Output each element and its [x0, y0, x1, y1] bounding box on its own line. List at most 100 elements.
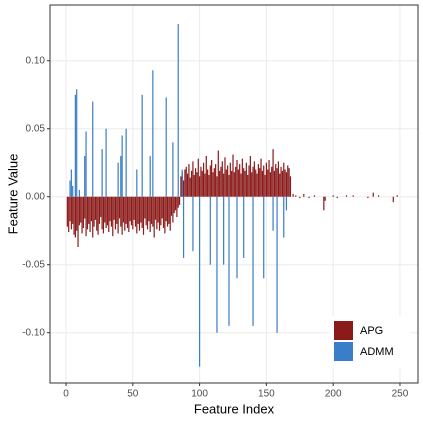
bar	[235, 166, 237, 197]
bar	[82, 196, 84, 228]
bar	[257, 164, 259, 197]
bar	[84, 196, 86, 219]
bar	[74, 94, 76, 197]
bar	[73, 196, 75, 235]
bar	[109, 196, 111, 222]
bar	[228, 196, 230, 326]
bar	[190, 170, 193, 197]
x-tick-label: 50	[127, 389, 139, 400]
bar	[308, 196, 310, 199]
bar	[133, 196, 135, 220]
bar	[271, 166, 273, 197]
bar	[162, 196, 165, 228]
bar	[149, 196, 151, 233]
bar	[120, 155, 122, 197]
bar	[134, 196, 137, 227]
bar	[194, 168, 197, 197]
bar	[121, 135, 123, 197]
bar	[263, 196, 265, 279]
bar	[140, 196, 142, 223]
bar	[256, 173, 258, 197]
bar	[169, 196, 171, 231]
bar	[231, 170, 233, 197]
bar	[221, 161, 223, 197]
bar	[116, 196, 118, 224]
bar	[272, 196, 274, 231]
bar	[323, 196, 325, 211]
bar	[223, 173, 225, 197]
bar	[92, 196, 94, 238]
bar	[279, 173, 281, 197]
bar	[136, 196, 138, 234]
bar	[287, 165, 289, 197]
bar	[263, 165, 265, 197]
bar	[313, 195, 316, 197]
bar	[268, 160, 270, 197]
bar	[208, 174, 210, 197]
bar	[284, 169, 286, 197]
bar	[72, 196, 74, 224]
bar	[177, 196, 179, 208]
y-tick-label: 0.05	[26, 123, 46, 134]
bar	[90, 196, 93, 222]
bar	[126, 196, 129, 228]
x-tick-label: 250	[392, 389, 409, 400]
bar	[129, 196, 131, 222]
bar	[186, 173, 189, 197]
bar	[199, 196, 201, 367]
bar	[253, 161, 255, 197]
bar	[201, 170, 203, 197]
bar	[252, 166, 254, 197]
bar	[152, 196, 154, 227]
bar	[121, 196, 123, 235]
bar	[125, 128, 127, 197]
legend-swatch	[334, 342, 353, 361]
legend: APG ADMM	[330, 316, 410, 368]
bar	[113, 196, 115, 220]
bar	[241, 158, 243, 197]
bar	[217, 150, 219, 197]
bar	[105, 128, 107, 197]
bar	[101, 149, 103, 197]
bar	[84, 155, 86, 197]
bar	[243, 168, 245, 197]
bar	[372, 192, 374, 197]
bar	[178, 196, 181, 205]
bar	[85, 196, 87, 237]
bar	[182, 180, 185, 197]
bar	[68, 196, 70, 233]
bar	[277, 161, 280, 197]
bar	[216, 196, 218, 333]
bar	[233, 172, 235, 197]
bar	[204, 173, 206, 197]
bar	[345, 195, 348, 197]
bar	[203, 162, 205, 197]
bar	[120, 196, 122, 227]
bar	[244, 170, 246, 197]
bar	[165, 97, 167, 197]
bar	[209, 196, 211, 265]
bar	[205, 155, 207, 197]
bar	[165, 196, 167, 222]
x-tick-label: 100	[191, 389, 208, 400]
bar	[273, 170, 276, 197]
bar	[130, 196, 133, 226]
bar	[224, 157, 226, 197]
bar	[245, 162, 247, 197]
bar	[377, 195, 380, 197]
bar	[66, 196, 68, 227]
bar	[303, 194, 305, 197]
legend-swatch	[334, 321, 353, 340]
bar	[180, 176, 182, 197]
bar	[177, 24, 179, 197]
bar	[239, 164, 241, 197]
bar	[157, 196, 159, 223]
bar	[196, 172, 198, 197]
bar	[255, 169, 257, 197]
bar	[189, 177, 191, 197]
bar	[281, 170, 284, 197]
bar	[164, 196, 166, 234]
bar	[152, 70, 154, 197]
bar	[240, 173, 242, 197]
